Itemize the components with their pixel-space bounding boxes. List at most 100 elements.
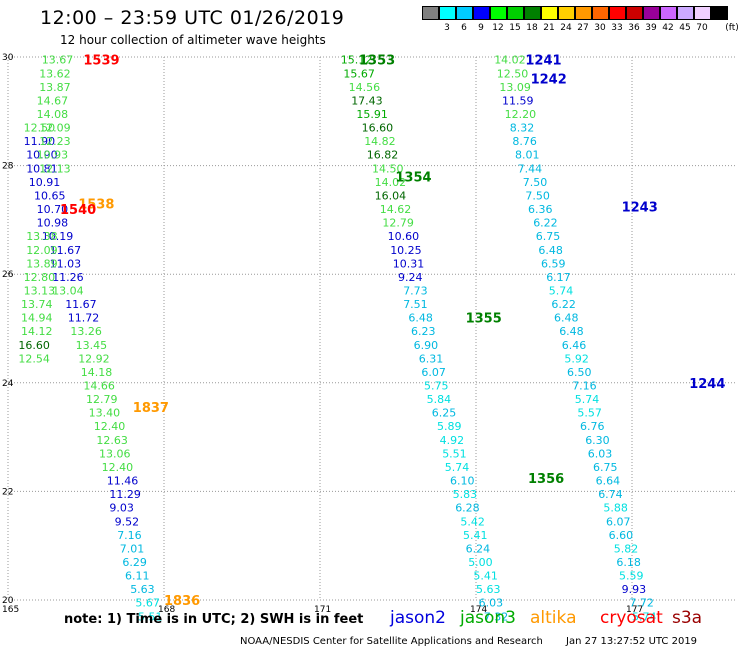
wave-height-point: 8.32 (510, 122, 535, 135)
wave-height-point: 7.01 (120, 542, 145, 555)
color-scale-label: 36 (628, 23, 640, 33)
color-scale-label: 45 (679, 23, 691, 33)
pass-number-label: 1356 (528, 472, 564, 487)
wave-height-point: 7.32 (484, 610, 509, 623)
wave-height-point: 6.31 (419, 352, 444, 365)
wave-height-point: 11.03 (50, 257, 82, 270)
pass-number-label: 1353 (359, 54, 395, 69)
wave-height-point: 6.46 (562, 339, 587, 352)
wave-height-point: 5.83 (453, 488, 478, 501)
wave-height-point: 6.59 (541, 257, 566, 270)
wave-height-point: 12.09 (26, 244, 58, 257)
wave-height-point: 11.67 (65, 298, 97, 311)
wave-height-point: 12.54 (18, 352, 50, 365)
color-swatch (592, 6, 609, 20)
wave-height-point: 7.16 (117, 529, 142, 542)
wave-height-point: 13.40 (89, 407, 121, 420)
wave-height-point: 14.50 (372, 162, 404, 175)
wave-height-point: 6.22 (551, 298, 576, 311)
footer-note: note: 1) Time is in UTC; 2) SWH is in fe… (64, 612, 364, 627)
wave-height-point: 5.74 (575, 393, 600, 406)
pass-number-label: 1242 (531, 73, 567, 88)
color-swatch (473, 6, 490, 20)
wave-height-point: 10.65 (34, 189, 66, 202)
wave-height-point: 14.12 (21, 325, 53, 338)
wave-height-point: 5.42 (460, 515, 485, 528)
color-scale-label: 24 (560, 23, 572, 33)
color-scale-unit: (ft) (725, 23, 739, 33)
wave-height-point: 6.48 (408, 312, 433, 325)
wave-height-point: 15.91 (356, 108, 388, 121)
wave-height-point: 6.23 (411, 325, 436, 338)
color-swatch (677, 6, 694, 20)
chart-subtitle: 12 hour collection of altimeter wave hei… (60, 33, 326, 47)
color-swatch (541, 6, 558, 20)
wave-height-point: 14.66 (83, 380, 115, 393)
wave-height-point: 5.82 (614, 542, 639, 555)
color-scale-label: 42 (662, 23, 674, 33)
x-tick-label: 177 (626, 605, 643, 615)
wave-height-point: 12.40 (102, 461, 134, 474)
wave-height-point: 10.19 (42, 230, 74, 243)
color-swatch (524, 6, 541, 20)
wave-height-point: 11.72 (68, 312, 100, 325)
wave-height-point: 10.60 (388, 230, 420, 243)
wave-height-point: 6.64 (596, 475, 621, 488)
wave-height-point: 6.30 (585, 434, 610, 447)
color-swatch (507, 6, 524, 20)
color-swatch (490, 6, 507, 20)
wave-height-point: 13.89 (26, 257, 58, 270)
wave-height-point: 12.79 (382, 217, 414, 230)
pass-number-label: 1836 (164, 594, 200, 609)
color-scale-label: 15 (509, 23, 521, 33)
y-tick-label: 26 (2, 270, 14, 280)
wave-height-point: 5.51 (138, 610, 163, 623)
wave-height-point: 13.62 (39, 67, 70, 80)
wave-height-point: 16.82 (367, 149, 399, 162)
wave-height-point: 5.59 (619, 570, 644, 583)
legend-jason2: jason2 (390, 608, 446, 628)
wave-height-point: 6.48 (559, 325, 584, 338)
wave-height-point: 12.13 (39, 162, 70, 175)
wave-height-point: 5.74 (632, 610, 657, 623)
wave-height-point: 11.26 (52, 271, 83, 284)
wave-height-point: 5.89 (437, 420, 462, 433)
wave-height-point: 9.93 (622, 583, 647, 596)
wave-height-point: 14.02 (375, 176, 407, 189)
wave-height-point: 15.67 (343, 67, 375, 80)
wave-height-point: 7.73 (403, 284, 428, 297)
color-swatch (626, 6, 643, 20)
wave-height-point: 6.07 (606, 515, 631, 528)
wave-height-point: 10.98 (37, 217, 69, 230)
wave-height-point: 6.24 (466, 542, 491, 555)
wave-height-point: 8.01 (515, 149, 540, 162)
wave-height-point: 13.87 (39, 81, 70, 94)
legend-altika: altika (530, 608, 577, 628)
color-scale-label: 33 (611, 23, 623, 33)
wave-height-point: 6.29 (122, 556, 146, 569)
wave-height-point: 12.50 (497, 67, 529, 80)
color-scale-label: 6 (461, 23, 467, 33)
wave-height-point: 13.26 (70, 325, 102, 338)
color-swatch (711, 6, 728, 20)
color-swatch (558, 6, 575, 20)
wave-height-point: 6.10 (450, 475, 475, 488)
color-scale-label: 21 (543, 23, 555, 33)
wave-height-point: 6.48 (538, 244, 563, 257)
wave-height-point: 8.76 (512, 135, 537, 148)
wave-height-point: 14.56 (349, 81, 381, 94)
wave-height-point: 12.80 (24, 271, 55, 284)
color-swatch (694, 6, 711, 20)
color-swatch (643, 6, 660, 20)
wave-height-point: 5.74 (445, 461, 470, 474)
wave-height-point: 13.09 (499, 81, 531, 94)
pass-number-label: 1243 (622, 200, 658, 215)
wave-height-point: 7.50 (525, 189, 550, 202)
wave-height-point: 13.67 (42, 54, 74, 67)
wave-height-point: 12.63 (96, 434, 128, 447)
credit-text: NOAA/NESDIS Center for Satellite Applica… (240, 636, 543, 647)
wave-height-point: 14.08 (37, 108, 69, 121)
wave-height-point: 5.63 (476, 583, 501, 596)
wave-height-point: 13.38 (26, 230, 58, 243)
